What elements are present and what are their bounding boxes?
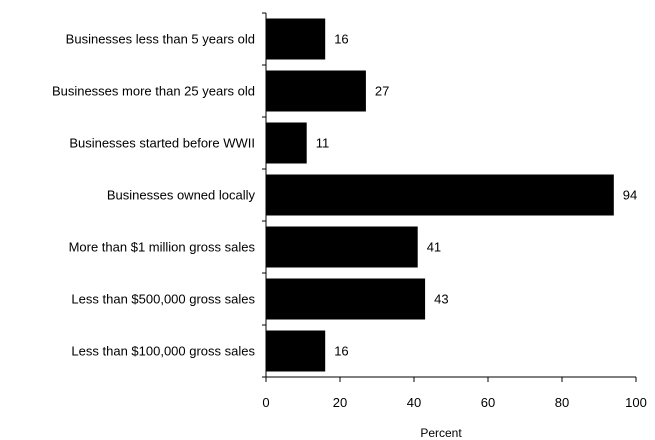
value-labels: 16 27 11 94 41 43 16 — [316, 32, 638, 359]
category-label-1: Businesses more than 25 years old — [52, 84, 255, 99]
category-label-4: More than $1 million gross sales — [69, 240, 256, 255]
value-label-5: 43 — [434, 292, 448, 307]
category-label-6: Less than $100,000 gross sales — [71, 344, 255, 359]
bar-4 — [266, 226, 418, 268]
value-label-6: 16 — [334, 344, 348, 359]
category-labels: Businesses less than 5 years old Business… — [52, 32, 256, 359]
bar-3 — [266, 174, 614, 216]
bar-5 — [266, 278, 426, 320]
x-tick-label-5: 100 — [625, 395, 647, 410]
bar-2 — [266, 122, 307, 164]
bar-0 — [266, 18, 326, 60]
category-label-2: Businesses started before WWII — [69, 136, 255, 151]
value-label-2: 11 — [316, 136, 330, 151]
x-tick-label-3: 60 — [481, 395, 495, 410]
x-tick-label-2: 40 — [407, 395, 421, 410]
value-label-4: 41 — [427, 240, 441, 255]
value-label-3: 94 — [623, 188, 637, 203]
bar-6 — [266, 330, 326, 372]
x-tick-label-0: 0 — [262, 395, 269, 410]
axes-group — [262, 12, 636, 378]
category-label-3: Businesses owned locally — [107, 188, 256, 203]
value-label-0: 16 — [334, 32, 348, 47]
x-tick-label-4: 80 — [555, 395, 569, 410]
bars-group — [266, 18, 614, 372]
x-tick-label-1: 20 — [333, 395, 347, 410]
x-ticks: 0 20 40 60 80 100 — [262, 377, 647, 410]
category-label-5: Less than $500,000 gross sales — [71, 292, 255, 307]
category-label-0: Businesses less than 5 years old — [66, 32, 255, 47]
bar-1 — [266, 70, 366, 112]
x-axis-title: Percent — [420, 426, 462, 440]
value-label-1: 27 — [375, 84, 389, 99]
